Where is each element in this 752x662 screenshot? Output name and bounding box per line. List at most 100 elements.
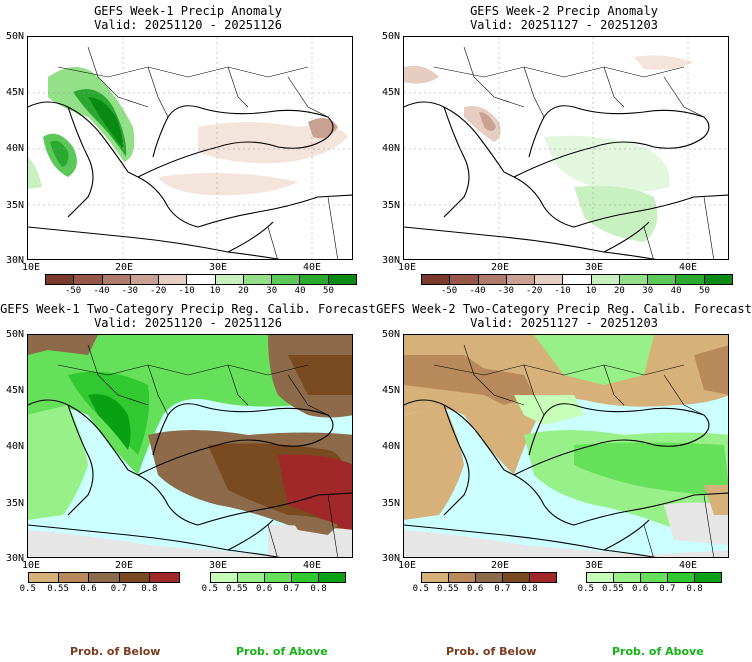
colorbar-swatch [449,573,476,582]
lon-label: 40E [679,262,698,273]
colorbar-tick-label: 10 [209,286,221,296]
panel-valid-dates: Valid: 20251127 - 20251203 [470,316,658,330]
lat-label: 50N [5,31,24,42]
lat-label: 40N [381,441,400,452]
colorbar-swatch [238,573,265,582]
colorbar-tick-label: -10 [178,286,195,296]
colorbar-tick-label: 0.8 [141,584,158,594]
lon-label: 20E [491,262,510,273]
colorbar-swatch [563,275,592,284]
colorbar-tick-label: 50 [323,286,334,296]
panel-week2-anomaly: GEFS Week-2 Precip Anomaly Valid: 202511… [376,0,752,296]
colorbar-tick-label: 40 [670,286,682,296]
lat-label: 35N [5,200,24,211]
lon-label: 10E [398,262,417,273]
lon-label: 30E [585,560,604,571]
colorbar-tick-label: 0.55 [47,584,69,594]
above-colorbar [210,572,346,583]
colorbar-swatch [587,573,614,582]
panel-title: GEFS Week-2 Two-Category Precip Reg. Cal… [376,302,752,316]
panel-week2-probability: GEFS Week-2 Two-Category Precip Reg. Cal… [376,298,752,662]
colorbar-tick-label: 30 [642,286,654,296]
lat-label: 50N [5,329,24,340]
lat-label: 30N [381,553,400,564]
colorbar-tick-label: -10 [554,286,571,296]
colorbar-swatch [676,275,705,284]
lat-label: 50N [381,31,400,42]
colorbar-swatch [641,573,668,582]
lat-label: 30N [5,255,24,266]
lon-label: 10E [398,560,417,571]
colorbar-swatch [292,573,319,582]
colorbar-swatch [478,275,507,284]
prob-below-label: Prob. of Below [446,645,537,658]
colorbar-tick-label: 0.6 [256,584,273,594]
colorbar-tick-label: -20 [526,286,543,296]
colorbar-swatch [265,573,292,582]
prob-above-label: Prob. of Above [236,645,328,658]
colorbar-tick-label: 0.6 [632,584,649,594]
colorbar-swatch [668,573,695,582]
colorbar-tick-label: 0.5 [577,584,594,594]
colorbar-tick-label: 0.55 [602,584,624,594]
colorbar-swatch [476,573,503,582]
colorbar-swatch [74,275,103,284]
map-area [27,36,353,260]
lat-label: 35N [381,200,400,211]
colorbar-tick-label: 0.7 [283,584,300,594]
colorbar-swatch [300,275,329,284]
lat-label: 45N [381,385,400,396]
colorbar-tick-label: 0.5 [19,584,36,594]
map-area [403,334,729,558]
prob-above-label: Prob. of Above [612,645,704,658]
colorbar-tick-label: 0.8 [686,584,703,594]
map-drawing [404,37,728,259]
above-colorbar [586,572,722,583]
lat-label: 40N [5,143,24,154]
colorbar-tick-label: 0.8 [310,584,327,594]
colorbar-swatch [503,573,530,582]
colorbar-tick-label: -30 [121,286,138,296]
colorbar-swatch [102,275,131,284]
colorbar-swatch [46,275,75,284]
colorbar-swatch [149,573,180,582]
colorbar-tick-label: -20 [150,286,167,296]
colorbar-swatch [619,275,649,284]
colorbar-swatch [159,275,188,284]
colorbar-swatch [59,573,90,582]
anomaly-colorbar [45,274,357,285]
colorbar-swatch [422,275,451,284]
colorbar-tick-label: 0.6 [467,584,484,594]
colorbar-tick-label: 0.7 [659,584,676,594]
panel-title: GEFS Week-1 Precip Anomaly [94,4,282,18]
colorbar-tick-label: 0.55 [437,584,459,594]
colorbar-tick-label: 40 [294,286,306,296]
panel-valid-dates: Valid: 20251120 - 20251126 [94,316,282,330]
colorbar-swatch [187,275,216,284]
colorbar-tick-label: -50 [440,286,458,296]
lon-label: 10E [22,262,41,273]
colorbar-swatch [704,275,732,284]
colorbar-tick-label: 30 [266,286,278,296]
map-drawing [28,37,352,259]
colorbar-swatch [530,573,556,582]
lat-label: 40N [5,441,24,452]
colorbar-tick-label: -50 [64,286,82,296]
colorbar-swatch [29,573,60,582]
prob-below-label: Prob. of Below [70,645,161,658]
lat-label: 35N [381,498,400,509]
map-area [27,334,353,558]
colorbar-tick-label: 0.6 [80,584,97,594]
panel-valid-dates: Valid: 20251120 - 20251126 [94,18,282,32]
lon-label: 20E [115,262,134,273]
colorbar-tick-label: -30 [497,286,514,296]
map-drawing [404,335,728,557]
colorbar-swatch [648,275,677,284]
panel-title: GEFS Week-1 Two-Category Precip Reg. Cal… [0,302,376,316]
colorbar-swatch [130,275,160,284]
colorbar-tick-label: 20 [613,286,625,296]
colorbar-swatch [450,275,479,284]
lat-label: 35N [5,498,24,509]
lon-label: 40E [303,262,322,273]
colorbar-swatch [119,573,150,582]
